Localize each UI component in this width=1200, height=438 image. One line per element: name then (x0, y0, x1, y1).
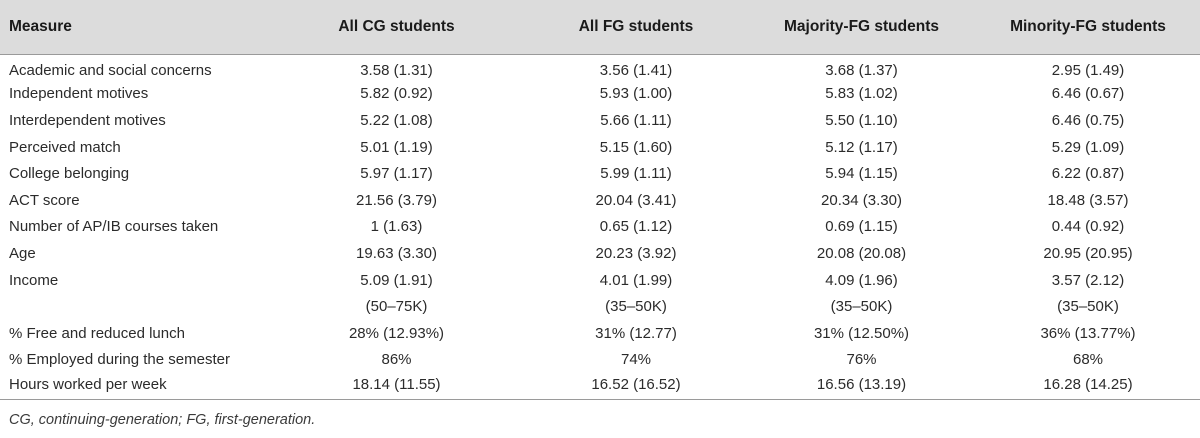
table-cell: 5.83 (1.02) (825, 85, 898, 103)
column-header-majority-fg: Majority-FG students (747, 0, 976, 55)
row-label: Independent motives (9, 85, 149, 103)
table-cell: 74% (620, 351, 652, 369)
table-row: % Free and reduced lunch 28% (12.93%) 31% … (0, 320, 1200, 347)
table-cell: (35–50K) (605, 298, 667, 316)
table-cell: 5.22 (1.08) (360, 111, 433, 129)
table-row: Interdependent motives 5.22 (1.08) 5.66 (1… (0, 107, 1200, 134)
row-label: ACT score (9, 191, 80, 209)
table-row: Academic and social concerns 3.58 (1.31) 3… (0, 54, 1200, 81)
table-row: (50–75K) (35–50K) (35–50K) (35–50K) (0, 293, 1200, 320)
table-cell: 4.09 (1.96) (825, 271, 898, 289)
table-cell: 20.95 (20.95) (1043, 244, 1133, 262)
table-cell: 76% (846, 351, 877, 369)
table-cell: 5.99 (1.11) (600, 165, 672, 183)
column-header-minority-fg: Minority-FG students (976, 0, 1200, 55)
table-row: % Employed during the semester 86% 74% 76% 6… (0, 347, 1200, 374)
table-cell: 0.69 (1.15) (825, 218, 898, 236)
table-cell: 20.04 (3.41) (595, 191, 677, 209)
table-cell: 0.65 (1.12) (599, 218, 673, 236)
table-cell: 5.50 (1.10) (825, 111, 898, 129)
table-cell: 28% (12.93%) (348, 324, 445, 342)
row-label (0, 293, 268, 320)
table-cell: 3.56 (1.41) (599, 62, 673, 80)
table-row: Independent motives 5.82 (0.92) 5.93 (1.00… (0, 81, 1200, 108)
table-row: Number of AP/IB courses taken 1 (1.63) 0.6… (0, 214, 1200, 241)
table-cell: 16.56 (13.19) (747, 373, 976, 401)
table-cell: 1 (1.63) (370, 218, 423, 236)
table-cell: 0.44 (0.92) (1051, 218, 1125, 236)
table-cell: 18.14 (11.55) (268, 373, 525, 401)
table-row: Age 19.63 (3.30) 20.23 (3.92) 20.08 (20.08)… (0, 240, 1200, 267)
table-cell: 6.46 (0.67) (1051, 85, 1125, 103)
table-cell: 6.22 (0.87) (1051, 165, 1125, 183)
row-label: Perceived match (9, 138, 121, 156)
table-cell: 5.09 (1.91) (360, 271, 433, 289)
table-cell: 20.08 (20.08) (816, 244, 907, 262)
column-header-all-fg: All FG students (525, 0, 747, 55)
row-label: Interdependent motives (9, 111, 166, 129)
table-row: Hours worked per week 18.14 (11.55) 16.52 … (0, 373, 1200, 401)
table-cell: 68% (1072, 351, 1104, 369)
row-label: Number of AP/IB courses taken (9, 218, 219, 236)
row-label: Academic and social concerns (9, 62, 212, 80)
table-cell: 5.97 (1.17) (360, 165, 433, 183)
table-cell: 3.58 (1.31) (360, 62, 433, 80)
table-cell: 5.29 (1.09) (1051, 138, 1125, 156)
table-cell: 86% (381, 351, 412, 369)
header-row: Measure All CG students All FG students … (0, 0, 1200, 55)
table-cell: 3.57 (2.12) (1051, 271, 1125, 289)
table-row: Income 5.09 (1.91) 4.01 (1.99) 4.09 (1.96) 3… (0, 267, 1200, 294)
row-label: College belonging (9, 165, 130, 183)
table-cell: (50–75K) (365, 298, 428, 316)
column-header-measure: Measure (0, 0, 268, 55)
data-table: Measure All CG students All FG students … (0, 0, 1200, 401)
table-cell: 5.12 (1.17) (825, 138, 898, 156)
table-cell: 36% (13.77%) (1040, 324, 1136, 342)
table-footnote: CG, continuing-generation; FG, first-gen… (9, 412, 316, 428)
table-cell: 18.48 (3.57) (1047, 191, 1129, 209)
table-row: ACT score 21.56 (3.79) 20.04 (3.41) 20.34 (… (0, 187, 1200, 214)
row-label: Income (9, 271, 59, 289)
table-cell: (35–50K) (830, 298, 893, 316)
table-cell: 5.01 (1.19) (360, 138, 433, 156)
table-cell: 4.01 (1.99) (599, 271, 673, 289)
table-cell: 31% (12.50%) (813, 324, 910, 342)
table-cell: 21.56 (3.79) (356, 191, 437, 209)
table-cell: (35–50K) (1057, 298, 1119, 316)
table-cell: 3.68 (1.37) (825, 62, 898, 80)
table-cell: 6.46 (0.75) (1051, 111, 1125, 129)
table-cell: 5.94 (1.15) (825, 165, 898, 183)
table-cell: 19.63 (3.30) (356, 244, 437, 262)
table-cell: 16.28 (14.25) (976, 373, 1200, 401)
row-label: Hours worked per week (0, 373, 268, 401)
table-cell: 5.93 (1.00) (599, 85, 673, 103)
table-cell: 20.34 (3.30) (821, 191, 902, 209)
table-cell: 2.95 (1.49) (1051, 62, 1125, 80)
table-cell: 31% (12.77) (595, 324, 677, 342)
table-cell: 5.66 (1.11) (600, 111, 672, 129)
table-body: Academic and social concerns 3.58 (1.31) 3… (0, 54, 1200, 401)
row-label: % Employed during the semester (9, 351, 230, 369)
column-header-all-cg: All CG students (268, 0, 525, 55)
table-cell: 20.23 (3.92) (595, 244, 677, 262)
row-label: % Free and reduced lunch (9, 324, 185, 342)
table-cell: 5.15 (1.60) (599, 138, 673, 156)
table-cell: 16.52 (16.52) (525, 373, 747, 401)
table-row: Perceived match 5.01 (1.19) 5.15 (1.60) 5.1… (0, 134, 1200, 161)
table-row: College belonging 5.97 (1.17) 5.99 (1.11) 5… (0, 160, 1200, 187)
row-label: Age (9, 244, 36, 262)
table-cell: 5.82 (0.92) (360, 85, 433, 103)
